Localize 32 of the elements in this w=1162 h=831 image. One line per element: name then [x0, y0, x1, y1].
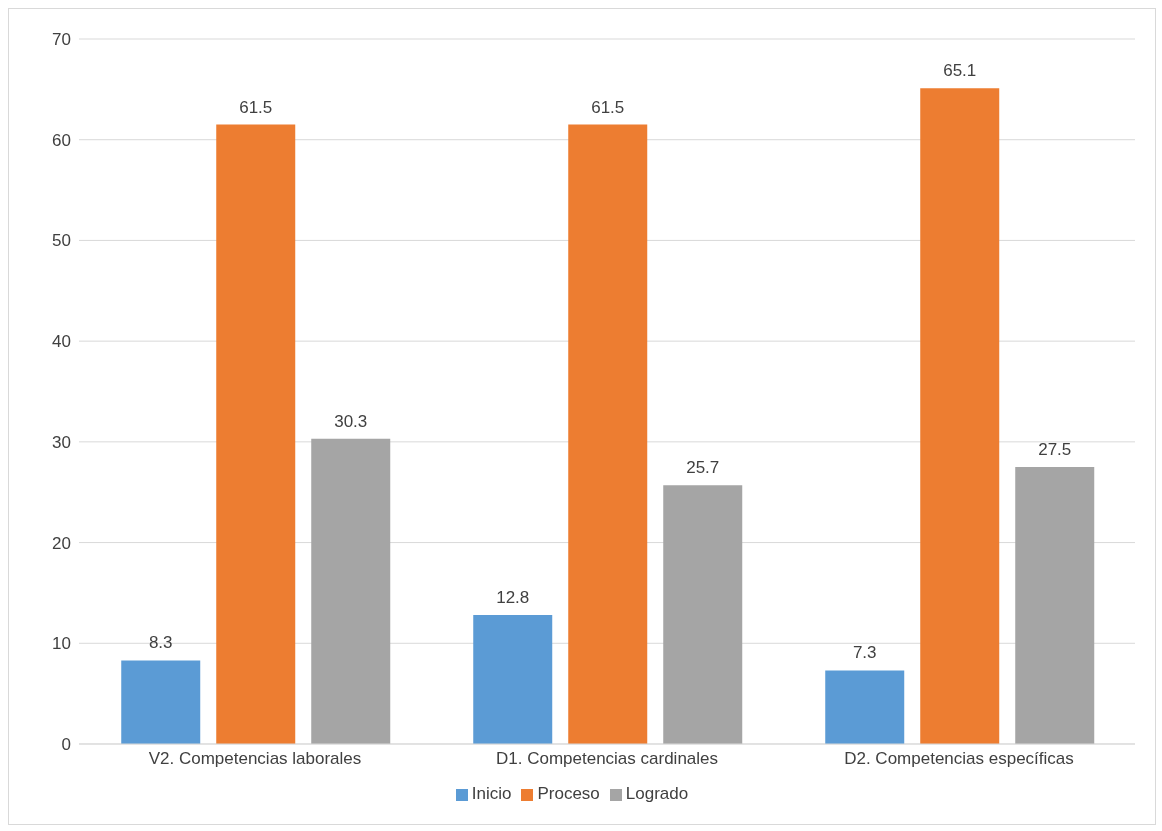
y-tick-label: 0	[61, 735, 71, 755]
legend-label: Proceso	[537, 784, 600, 803]
y-tick-label: 70	[52, 30, 71, 50]
bar	[311, 438, 391, 744]
bar	[216, 124, 296, 744]
x-tick-label: D2. Competencias específicas	[844, 749, 1074, 769]
y-tick-label: 60	[52, 130, 71, 150]
legend-label: Logrado	[625, 784, 689, 803]
x-tick-label: D1. Competencias cardinales	[495, 749, 719, 769]
y-tick-label: 20	[52, 533, 71, 553]
data-label: 7.3	[852, 643, 877, 663]
bar	[920, 88, 1000, 744]
bar	[663, 485, 743, 744]
bar	[473, 615, 553, 744]
y-tick-label: 50	[52, 231, 71, 251]
bar	[568, 124, 648, 744]
bar	[121, 660, 201, 744]
data-label: 8.3	[148, 633, 173, 653]
bar	[825, 670, 905, 744]
y-tick-label: 40	[52, 332, 71, 352]
legend-label: Inicio	[471, 784, 512, 803]
data-label: 25.7	[686, 458, 720, 478]
data-label: 12.8	[496, 588, 530, 608]
y-tick-label: 30	[52, 432, 71, 452]
data-label: 61.5	[239, 97, 273, 117]
data-label: 65.1	[943, 61, 977, 81]
y-tick-label: 10	[52, 634, 71, 654]
bar	[1015, 467, 1095, 744]
data-label: 61.5	[591, 97, 625, 117]
data-label: 30.3	[334, 411, 368, 431]
data-label: 27.5	[1038, 440, 1072, 460]
x-tick-label: V2. Competencias laborales	[148, 749, 362, 769]
